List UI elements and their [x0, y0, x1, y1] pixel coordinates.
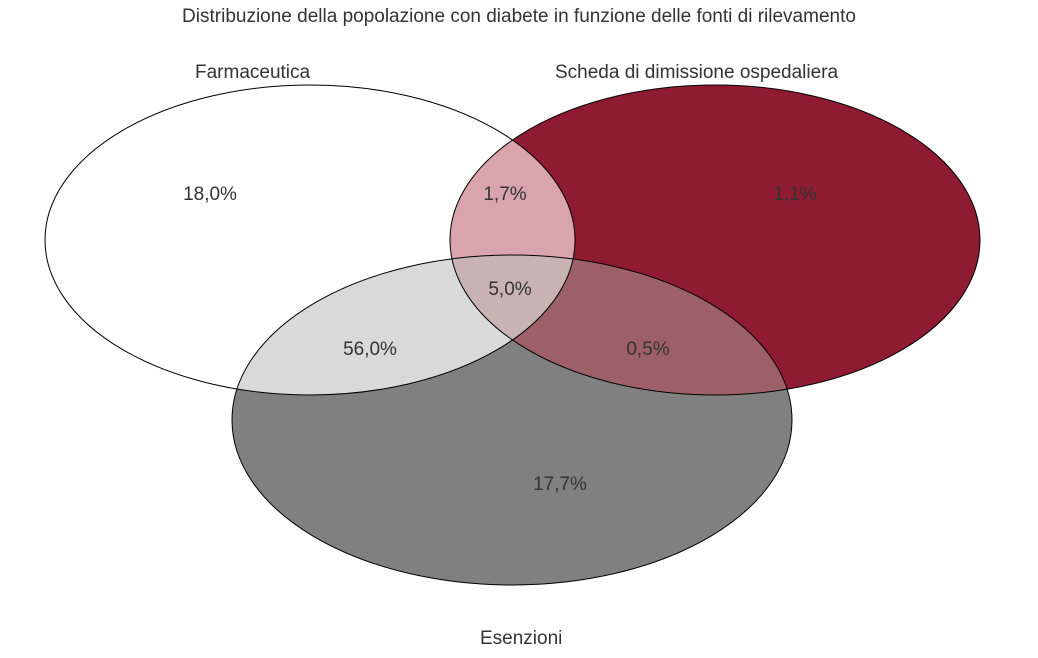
value-b-only: 1,1% — [773, 184, 816, 206]
value-ac: 56,0% — [343, 339, 397, 361]
value-abc: 5,0% — [488, 279, 531, 301]
venn-diagram — [0, 0, 1038, 658]
value-a-only: 18,0% — [183, 184, 237, 206]
value-ab: 1,7% — [483, 184, 526, 206]
value-c-only: 17,7% — [533, 474, 587, 496]
value-bc: 0,5% — [626, 339, 669, 361]
